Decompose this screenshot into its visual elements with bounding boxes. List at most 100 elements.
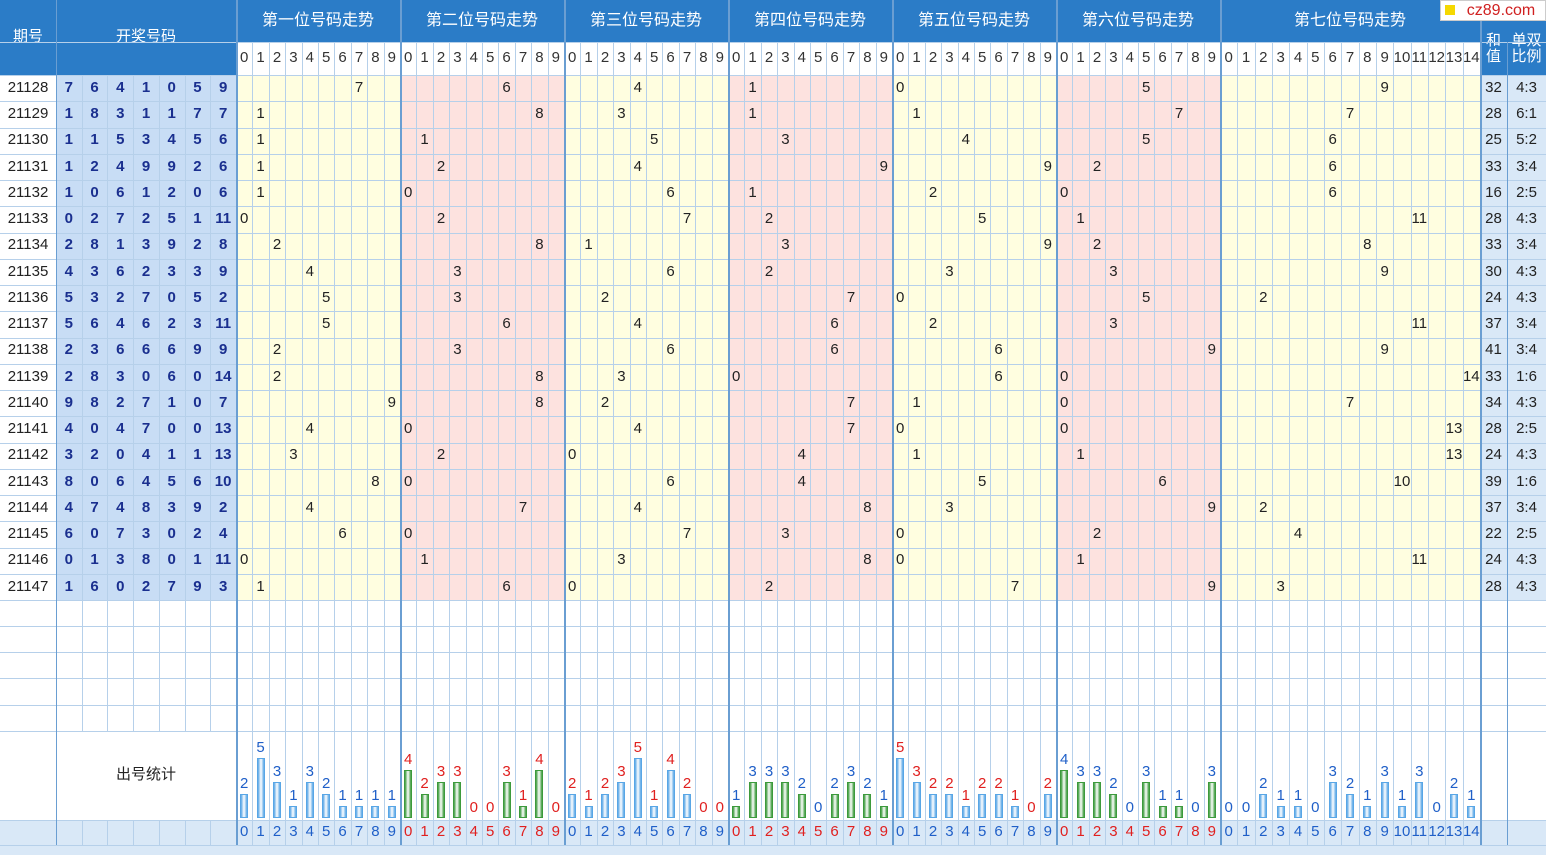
count-label: 2 — [1109, 774, 1118, 792]
digit-index: 5 — [978, 823, 987, 841]
digit-index: 12 — [1428, 823, 1445, 841]
grid-line — [1023, 42, 1025, 845]
digit-header: 6 — [1158, 49, 1167, 67]
count-label: 1 — [1174, 786, 1184, 804]
drawn-number: 0 — [193, 367, 202, 385]
drawn-number: 2 — [90, 446, 99, 464]
count-bar — [420, 794, 429, 818]
count-bar — [847, 782, 855, 818]
digit-header: 7 — [846, 49, 856, 67]
count-label: 3 — [617, 762, 626, 780]
digit-index: 2 — [436, 823, 446, 841]
position-title: 第六位号码走势 — [1081, 12, 1194, 30]
grid-line — [1410, 42, 1412, 845]
count-label: 2 — [1259, 774, 1268, 792]
ratio: 5:2 — [1516, 131, 1537, 149]
issue: 21132 — [7, 183, 49, 201]
trend-number: 14 — [1462, 367, 1480, 385]
grid-line — [1187, 42, 1189, 845]
grid-line — [1203, 42, 1205, 845]
digit-header: 8 — [1191, 49, 1200, 67]
trend-number: 11 — [1411, 210, 1428, 228]
drawn-number: 8 — [64, 472, 74, 490]
drawn-number: 9 — [218, 262, 228, 280]
trend-number: 6 — [666, 262, 675, 280]
digit-index: 8 — [1191, 823, 1200, 841]
trend-number: 6 — [830, 341, 839, 359]
digit-index: 0 — [404, 823, 413, 841]
drawn-number: 2 — [167, 315, 176, 333]
trend-number: 0 — [1060, 420, 1069, 438]
issue: 21143 — [7, 472, 49, 490]
sum: 22 — [1485, 525, 1502, 543]
grid-line — [0, 521, 1546, 523]
trend-number: 4 — [633, 498, 642, 516]
trend-number: 3 — [617, 105, 626, 123]
header-bg — [1480, 42, 1546, 75]
count-bar — [256, 758, 265, 818]
trend-number: 0 — [240, 551, 249, 569]
digit-header: 2 — [436, 49, 446, 67]
drawn-number: 7 — [193, 105, 202, 123]
drawn-number: 4 — [116, 420, 125, 438]
trend-number: 8 — [535, 236, 544, 254]
count-label: 5 — [896, 738, 905, 756]
sum: 37 — [1485, 498, 1502, 516]
count-label: 3 — [764, 762, 774, 780]
digit-header: 1 — [584, 49, 593, 67]
drawn-number: 14 — [214, 367, 232, 385]
digit-header: 7 — [354, 49, 364, 67]
trend-number: 8 — [371, 472, 380, 490]
ratio: 4:3 — [1516, 446, 1537, 464]
issue: 21139 — [7, 367, 49, 385]
grid-line — [826, 42, 828, 845]
trend-number: 6 — [666, 472, 675, 490]
drawn-number: 0 — [167, 288, 176, 306]
digit-index: 6 — [994, 823, 1003, 841]
drawn-number: 6 — [193, 472, 202, 490]
drawn-number: 9 — [218, 341, 228, 359]
trend-number: 2 — [436, 446, 446, 464]
drawn-number: 0 — [116, 446, 125, 464]
ratio: 4:3 — [1516, 577, 1537, 595]
grid-line — [1393, 42, 1395, 845]
count-bar — [748, 782, 757, 818]
count-label: 0 — [1125, 798, 1134, 816]
drawn-number: 2 — [218, 498, 228, 516]
trend-number: 0 — [240, 210, 249, 228]
issue: 21131 — [7, 157, 49, 175]
grid-line — [0, 678, 1546, 679]
drawn-number: 3 — [90, 288, 99, 306]
drawn-number: 8 — [90, 393, 99, 411]
trend-number: 7 — [846, 420, 856, 438]
issue: 21146 — [7, 551, 49, 569]
trend-number: 7 — [682, 210, 692, 228]
drawn-number: 9 — [218, 78, 228, 96]
digit-header: 5 — [486, 49, 495, 67]
grid-line — [646, 42, 647, 845]
ratio-header: 单双比例 — [1511, 31, 1542, 65]
digit-index: 3 — [1109, 823, 1118, 841]
ratio: 2:5 — [1516, 525, 1537, 543]
trend-number: 9 — [387, 393, 396, 411]
grid-line — [236, 0, 238, 845]
drawn-number: 7 — [141, 420, 151, 438]
grid-line — [0, 442, 1546, 444]
trend-number: 2 — [1092, 236, 1102, 254]
digit-index: 7 — [846, 823, 856, 841]
digit-header: 8 — [1363, 49, 1372, 67]
grid-line — [0, 845, 1546, 846]
digit-header: 8 — [535, 49, 544, 67]
grid-line — [711, 42, 713, 845]
trend-number: 0 — [896, 551, 905, 569]
trend-number: 6 — [1328, 131, 1337, 149]
drawn-number: 3 — [193, 262, 202, 280]
grid-line — [0, 495, 1546, 496]
grid-line — [924, 42, 926, 845]
trend-number: 5 — [322, 315, 331, 333]
drawn-number: 0 — [141, 367, 151, 385]
grid-line — [1324, 42, 1325, 845]
count-bar — [273, 782, 281, 818]
count-bar — [1109, 794, 1118, 818]
digit-index: 3 — [289, 823, 298, 841]
